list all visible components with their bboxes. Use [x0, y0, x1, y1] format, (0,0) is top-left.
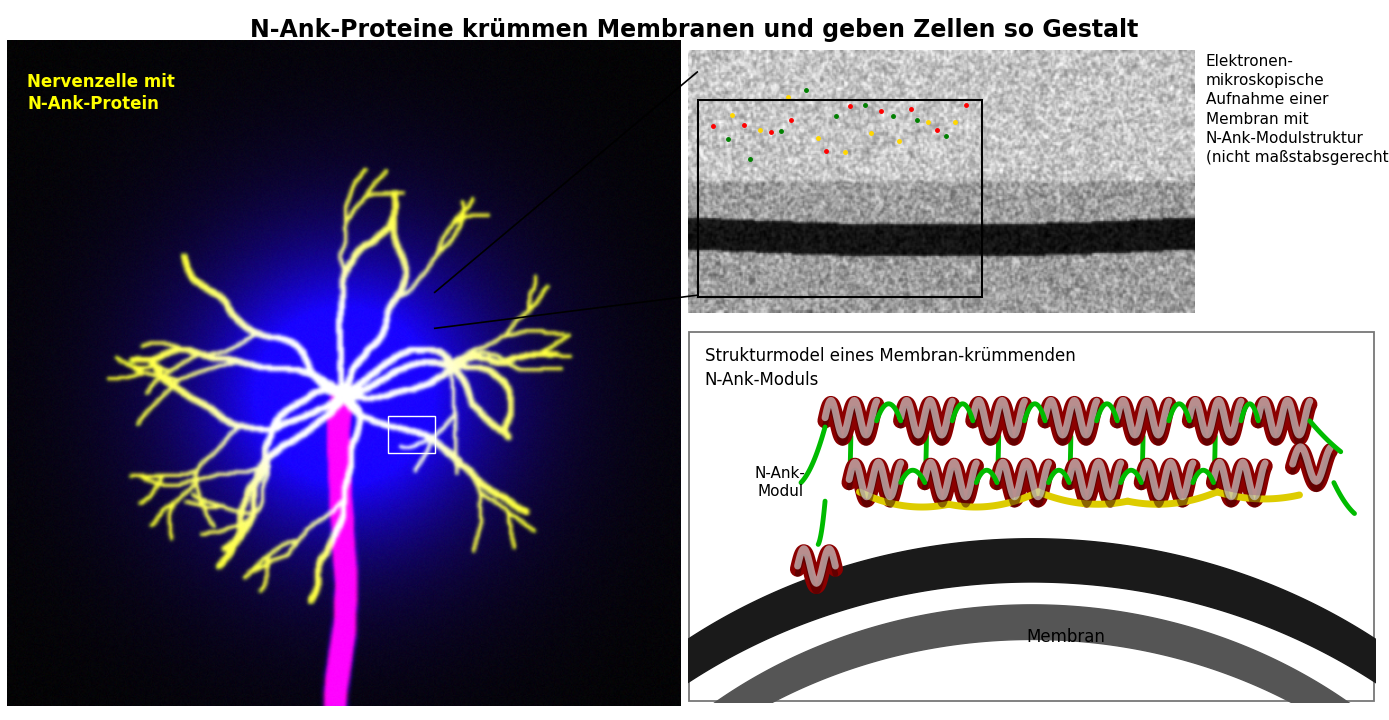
Text: Elektronen-
mikroskopische
Aufnahme einer
Membran mit
N-Ank-Modulstruktur
(nicht: Elektronen- mikroskopische Aufnahme eine…: [1206, 54, 1389, 165]
Text: N-Ank-Moduls: N-Ank-Moduls: [704, 372, 820, 390]
Bar: [388, 416, 435, 452]
Text: Nervenzelle mit
N-Ank-Protein: Nervenzelle mit N-Ank-Protein: [28, 73, 175, 113]
Bar: [697, 100, 982, 297]
Text: Membran: Membran: [1026, 628, 1106, 646]
Text: N-Ank-
Modul: N-Ank- Modul: [756, 467, 806, 499]
Text: N-Ank-Proteine krümmen Membranen und geben Zellen so Gestalt: N-Ank-Proteine krümmen Membranen und geb…: [250, 18, 1139, 42]
Text: Strukturmodel eines Membran-krümmenden: Strukturmodel eines Membran-krümmenden: [704, 346, 1075, 364]
